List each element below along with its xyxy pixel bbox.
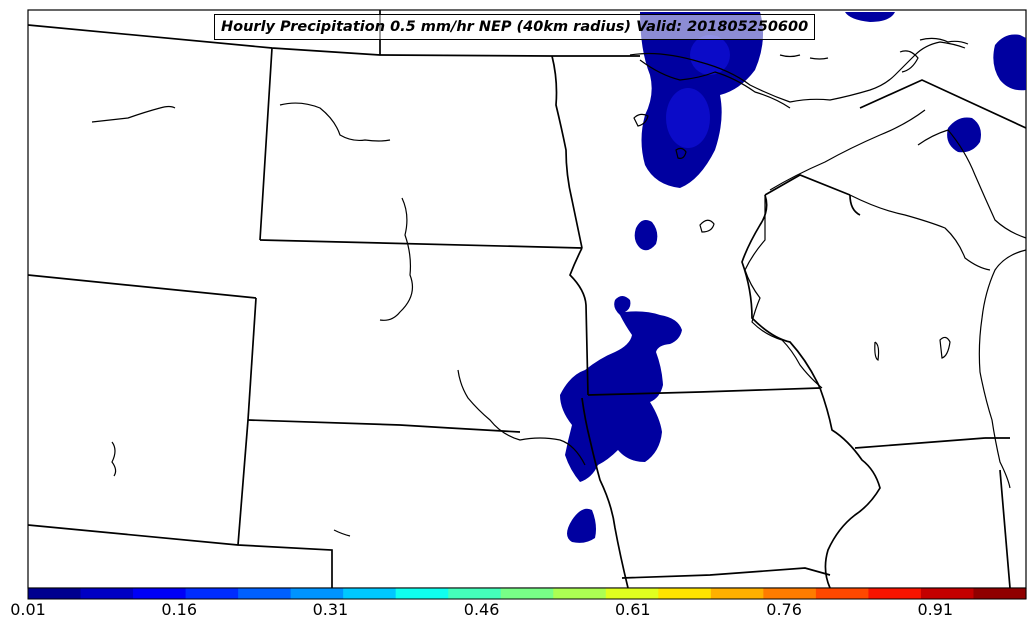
precip-area-michigan: [947, 117, 981, 153]
lake-manitoba-bits: [899, 50, 919, 73]
precip-core-superior: [666, 88, 710, 148]
small-lake-4: [111, 441, 117, 477]
lake-michigan-east-shore: [849, 194, 991, 271]
border-wy-ne: [237, 419, 249, 546]
small-lake-5: [333, 529, 351, 537]
colorbar-swatch: [80, 588, 134, 599]
small-lake-7: [675, 147, 687, 159]
colorbar-swatch: [763, 588, 817, 599]
colorbar-tick-label: 0.61: [614, 600, 651, 619]
small-lake-1: [699, 219, 715, 233]
colorbar-swatch: [973, 588, 1027, 599]
lower-michigan-shore: [978, 249, 1027, 489]
border-nd-mn: [551, 55, 583, 249]
border-ontario: [849, 194, 861, 216]
border-sd-ne: [247, 419, 521, 433]
colorbar-swatch: [185, 588, 239, 599]
colorbar-swatch: [553, 588, 607, 599]
small-lake-3: [874, 341, 880, 361]
colorbar-frame: [27, 587, 1027, 600]
colorbar-swatch: [658, 588, 712, 599]
north-shore-segments: [779, 54, 829, 60]
precip-area-minnesota-small: [634, 220, 658, 251]
colorbar-swatch: [500, 588, 554, 599]
colorbar-swatch: [238, 588, 292, 599]
lake-winnipeg-shore: [919, 37, 969, 45]
colorbar-tick-label: 0.31: [312, 600, 349, 619]
missouri-river: [379, 197, 413, 321]
border-mn-wi: [741, 194, 821, 389]
colorbar-swatch: [343, 588, 397, 599]
missouri-river-south: [457, 369, 586, 466]
colorbar-tick-label: 0.16: [161, 600, 197, 619]
border-ontario-north: [859, 79, 1027, 129]
lake-superior-south-shore: [639, 59, 791, 109]
map-title: Hourly Precipitation 0.5 mm/hr NEP (40km…: [214, 14, 816, 40]
colorbar-swatch: [868, 588, 922, 599]
border-wi-il: [854, 437, 986, 449]
border-ia-mo: [621, 567, 831, 579]
michigan-upper-peninsula: [769, 109, 926, 191]
precip-area-kansas-small: [567, 508, 596, 543]
river-north-dakota: [279, 102, 391, 142]
map-frame: [27, 9, 1027, 589]
border-nd-sd: [259, 239, 583, 249]
colorbar-tick-label: 0.01: [10, 600, 46, 619]
border-il-in: [999, 469, 1011, 589]
border-ne-ia: [581, 397, 629, 589]
colorbar-tick-label: 0.91: [917, 600, 954, 619]
precip-core-superior-north: [690, 35, 730, 75]
small-lake-2: [939, 336, 951, 359]
border-ia-il: [819, 387, 881, 589]
border-mt-nd: [259, 47, 273, 241]
border-mt-wy: [27, 274, 257, 299]
colorbar-swatch: [710, 588, 764, 599]
colorbar-swatch: [605, 588, 659, 599]
lake-huron-shore: [917, 129, 1027, 239]
lake-superior-shore: [629, 41, 966, 103]
border-wy-sd: [247, 297, 257, 421]
state-borders: [27, 10, 1027, 589]
small-lake-6: [633, 113, 649, 127]
precipitation-core: [666, 35, 730, 148]
colorbar-swatch: [395, 588, 449, 599]
border-wi-mi-up: [764, 174, 851, 196]
precip-area-top-center: [845, 12, 895, 22]
colorbar-swatch: [133, 588, 187, 599]
colorbar-swatch: [28, 588, 82, 599]
precip-area-upper-right: [993, 34, 1026, 91]
colorbar-tick-label: 0.76: [766, 600, 802, 619]
colorbar-swatch: [448, 588, 502, 599]
border-mn-ia: [587, 387, 821, 396]
border-mn-sd: [569, 247, 589, 396]
river-montana: [91, 105, 176, 123]
colorbar-swatch: [815, 588, 870, 599]
precip-area-iowa-nebraska: [560, 296, 682, 482]
colorbar-tick-label: 0.46: [463, 600, 500, 619]
colorbar: [27, 587, 1027, 600]
border-wy-co: [27, 524, 333, 588]
colorbar-swatch: [920, 588, 975, 599]
colorbar-swatch: [290, 588, 344, 599]
